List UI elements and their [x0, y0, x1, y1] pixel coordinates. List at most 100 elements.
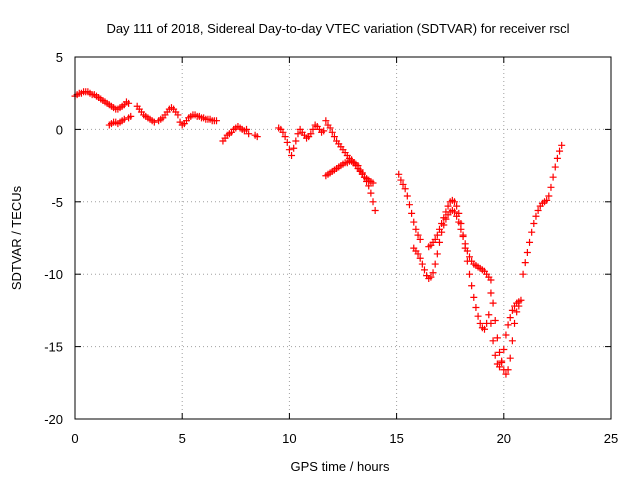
data-point — [174, 111, 182, 119]
data-point — [283, 138, 291, 146]
data-point — [416, 235, 424, 243]
data-point — [125, 99, 133, 107]
data-point — [281, 133, 289, 141]
data-point — [127, 112, 135, 120]
x-tick-label: 20 — [497, 431, 511, 446]
data-point — [420, 266, 428, 274]
data-point — [504, 321, 512, 329]
x-tick-label: 5 — [179, 431, 186, 446]
y-tick-label: 0 — [56, 122, 63, 137]
data-point — [440, 214, 448, 222]
data-point — [213, 117, 221, 125]
data-point — [369, 179, 377, 187]
data-point — [508, 306, 516, 314]
data-point — [543, 196, 551, 204]
data-point — [558, 141, 566, 149]
data-point — [547, 183, 555, 191]
data-point — [412, 225, 420, 233]
data-point — [395, 170, 403, 178]
data-point — [504, 366, 512, 374]
data-point — [369, 198, 377, 206]
data-point — [328, 128, 336, 136]
data-point — [455, 209, 463, 217]
data-point — [450, 198, 458, 206]
data-point — [493, 334, 501, 342]
data-point — [438, 220, 446, 228]
data-point — [444, 202, 452, 210]
data-point — [521, 259, 529, 267]
data-point — [431, 235, 439, 243]
data-point — [253, 133, 261, 141]
data-point — [465, 253, 473, 261]
data-point — [519, 270, 527, 278]
data-point — [435, 225, 443, 233]
y-tick-label: -20 — [44, 412, 63, 427]
data-point — [506, 314, 514, 322]
data-point — [120, 115, 128, 123]
data-point — [442, 208, 450, 216]
data-point — [496, 348, 504, 356]
data-point — [429, 269, 437, 277]
data-point — [450, 208, 458, 216]
data-point — [489, 299, 497, 307]
data-point — [506, 354, 514, 362]
x-tick-label: 10 — [282, 431, 296, 446]
data-point — [410, 218, 418, 226]
data-point — [243, 125, 251, 133]
data-point — [528, 228, 536, 236]
data-point — [500, 345, 508, 353]
data-point — [487, 276, 495, 284]
data-point — [513, 308, 521, 316]
data-point — [476, 319, 484, 327]
data-point — [526, 238, 534, 246]
x-axis-label: GPS time / hours — [291, 459, 390, 474]
data-point — [457, 220, 465, 228]
data-point — [508, 337, 516, 345]
data-point — [551, 163, 559, 171]
data-point — [433, 231, 441, 239]
data-point — [431, 260, 439, 268]
data-point — [433, 250, 441, 258]
data-point — [435, 238, 443, 246]
data-point — [487, 319, 495, 327]
plot-frame — [74, 56, 612, 420]
data-point — [427, 273, 435, 281]
data-point — [416, 254, 424, 262]
data-point — [553, 154, 561, 162]
data-point — [320, 127, 328, 135]
data-point — [405, 201, 413, 209]
data-point — [463, 257, 471, 265]
data-point — [371, 206, 379, 214]
data-point — [470, 293, 478, 301]
data-point — [556, 147, 564, 155]
y-tick-label: 5 — [56, 50, 63, 65]
data-point — [408, 209, 416, 217]
data-point — [459, 231, 467, 239]
data-point — [294, 130, 302, 138]
data-point — [461, 244, 469, 252]
data-point — [474, 312, 482, 320]
data-point — [534, 206, 542, 214]
data-point — [414, 250, 422, 258]
data-point — [367, 189, 375, 197]
data-point — [326, 124, 334, 132]
data-point — [530, 220, 538, 228]
y-tick-label: -15 — [44, 340, 63, 355]
data-point — [489, 337, 497, 345]
data-point — [549, 173, 557, 181]
data-point — [511, 319, 519, 327]
data-point — [397, 176, 405, 184]
data-point — [468, 282, 476, 290]
data-point — [515, 302, 523, 310]
data-point — [290, 144, 298, 152]
data-point — [487, 289, 495, 297]
data-point — [150, 118, 158, 126]
x-tick-label: 25 — [604, 431, 618, 446]
data-point — [491, 351, 499, 359]
data-point — [502, 370, 510, 378]
data-point — [322, 117, 330, 125]
data-point — [403, 192, 411, 200]
data-point — [532, 212, 540, 220]
data-point — [307, 130, 315, 138]
